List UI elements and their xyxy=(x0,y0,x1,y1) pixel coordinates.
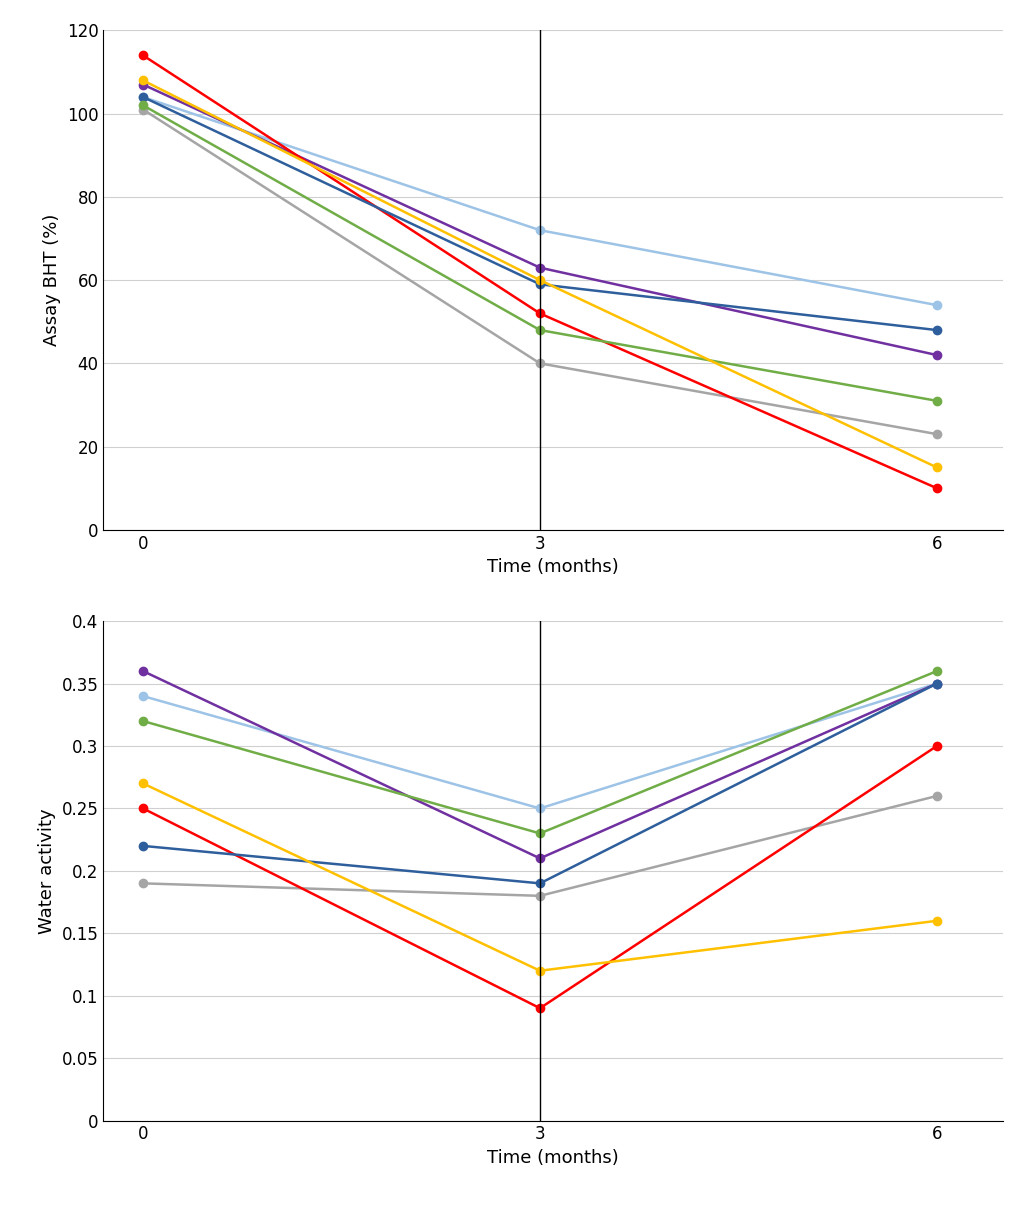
X-axis label: Time (months): Time (months) xyxy=(487,558,619,576)
Y-axis label: Assay BHT (%): Assay BHT (%) xyxy=(43,214,61,346)
X-axis label: Time (months): Time (months) xyxy=(487,1149,619,1167)
Legend: Batch 1, API A, 50 mg, Batch 2, API A, 50 mg, Batch 1, API B, 50 mg, Batch 2, AP: Batch 1, API A, 50 mg, Batch 2, API A, 5… xyxy=(237,677,870,714)
Y-axis label: Water activity: Water activity xyxy=(38,808,56,934)
